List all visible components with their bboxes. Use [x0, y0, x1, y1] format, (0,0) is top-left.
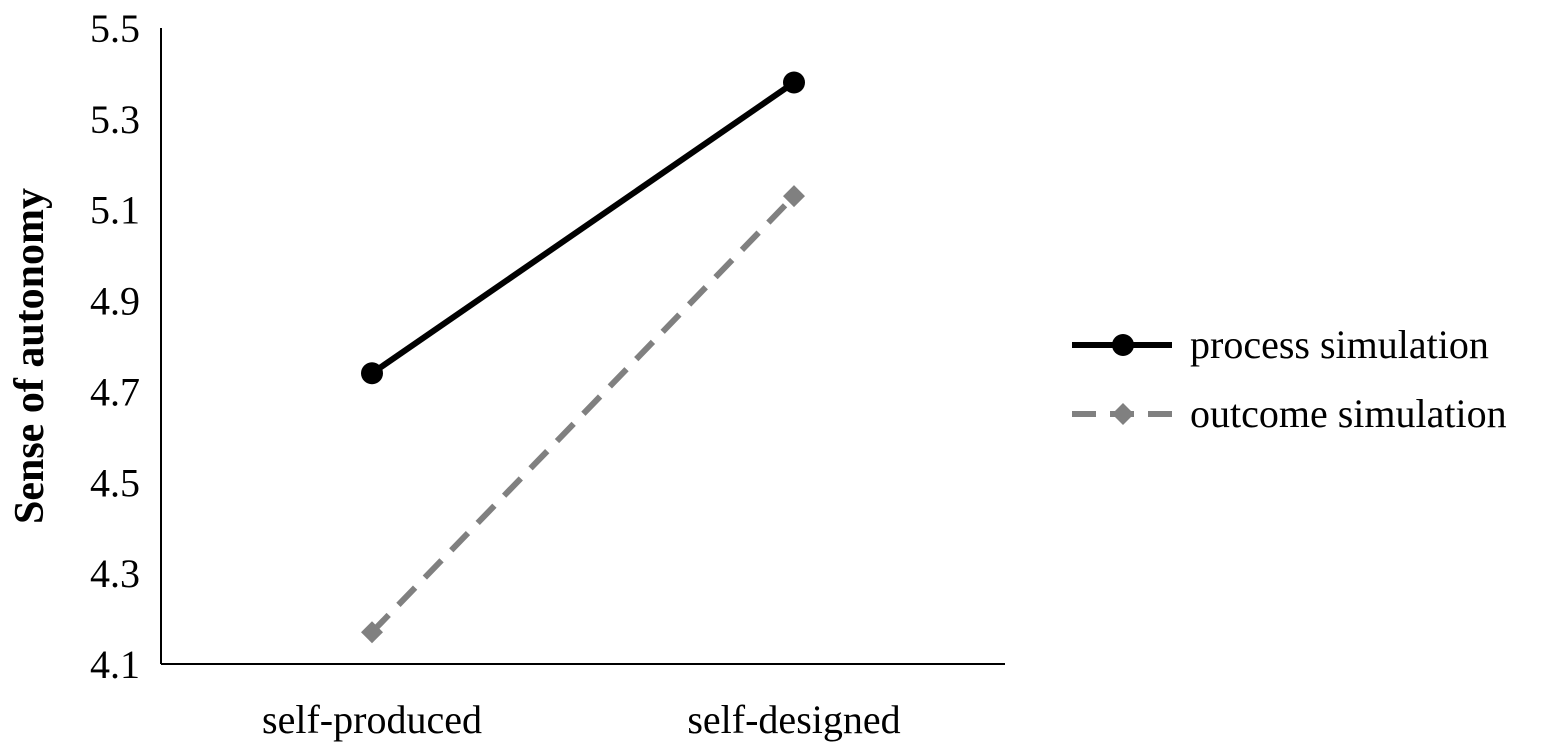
data-point [361, 362, 383, 385]
series-outcome-simulation [361, 185, 805, 644]
data-point [783, 185, 805, 208]
y-tick-label: 4.9 [90, 279, 140, 324]
series-line [369, 193, 797, 635]
legend: process simulation outcome simulation [1072, 322, 1507, 436]
series-process-simulation [361, 71, 805, 385]
x-tick-labels: self-produced self-designed [262, 697, 901, 742]
y-tick-label: 4.1 [90, 642, 140, 687]
y-axis-title: Sense of autonomy [7, 188, 53, 524]
legend-item: outcome simulation [1072, 391, 1507, 436]
data-point [783, 71, 805, 94]
legend-label: outcome simulation [1190, 391, 1507, 436]
y-tick-label: 5.1 [90, 188, 140, 233]
y-tick-label: 4.3 [90, 551, 140, 596]
data-point [361, 621, 383, 644]
y-tick-label: 5.5 [90, 6, 140, 51]
legend-marker [1112, 403, 1134, 425]
y-tick-label: 4.7 [90, 369, 140, 414]
y-tick-labels: 4.1 4.3 4.5 4.7 4.9 5.1 5.3 5.5 [90, 6, 140, 687]
x-tick-label: self-designed [687, 697, 900, 742]
legend-item: process simulation [1072, 322, 1489, 367]
legend-label: process simulation [1190, 322, 1489, 367]
y-tick-label: 4.5 [90, 460, 140, 505]
series-line [370, 80, 796, 376]
legend-marker [1112, 334, 1134, 356]
x-tick-label: self-produced [262, 697, 482, 742]
series-group [361, 71, 805, 644]
y-tick-label: 5.3 [90, 97, 140, 142]
axes [160, 28, 1005, 665]
